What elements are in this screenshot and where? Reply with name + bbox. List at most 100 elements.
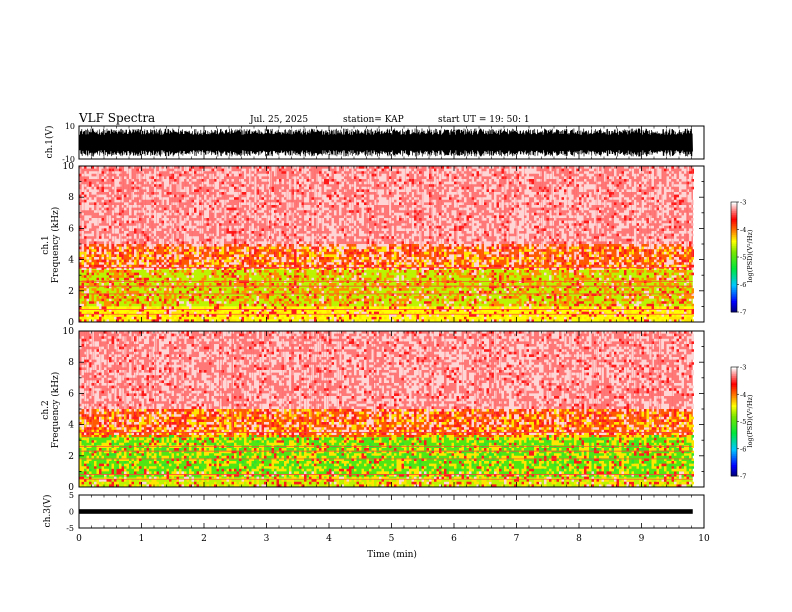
cb1-segment: [731, 224, 737, 227]
cb2-segment: [731, 459, 737, 462]
cb1-segment: [731, 240, 737, 243]
y-tick-label: 6: [68, 224, 74, 234]
cb2-segment: [731, 416, 737, 419]
cb2-segment: [731, 443, 737, 446]
y-tick-label: 0: [68, 318, 74, 328]
cb2-segment: [731, 376, 737, 379]
cb2-segment: [731, 374, 737, 377]
colorbar-tick-label: -6: [740, 281, 746, 289]
cb1-segment: [731, 235, 737, 238]
cb1-segment: [731, 238, 737, 241]
colorbar-tick-label: -6: [740, 445, 746, 453]
cb2-segment: [731, 470, 737, 473]
cb1-segment: [731, 222, 737, 225]
cb1-segment: [731, 299, 737, 302]
y-tick-label: 0: [69, 508, 74, 517]
cb2-segment: [731, 472, 737, 475]
ch2-spectrogram-panel: 0 2 4 6 8 10: [63, 327, 705, 493]
y-tick-label: 8: [68, 193, 74, 203]
cb1-segment: [731, 262, 737, 265]
cb1-segment: [731, 231, 737, 234]
cb2-segment: [731, 406, 737, 410]
cb1-segment: [731, 253, 737, 256]
cb1-segment: [731, 304, 737, 307]
cb2-segment: [731, 436, 737, 439]
cb2-segment: [731, 386, 737, 390]
cb2-segment: [731, 452, 737, 455]
cb2-segment: [731, 370, 737, 373]
cb2-segment: [731, 423, 737, 426]
cb1-segment: [731, 306, 737, 309]
cb1-segment: [731, 213, 737, 216]
cb1-segment: [731, 260, 737, 263]
x-tick-label: 9: [639, 534, 645, 544]
ch1-spectrogram-ylabel-channel: ch.1: [41, 235, 51, 254]
cb2-segment: [731, 397, 737, 401]
ch2-spectrogram-ylabel-channel: ch.2: [41, 400, 51, 419]
y-tick-label: -5: [66, 524, 74, 533]
y-tick-label: 6: [68, 389, 74, 399]
cb2-segment: [731, 439, 737, 442]
x-tick-label: 1: [139, 534, 145, 544]
ch2-spectrogram-texture-red: [79, 331, 694, 487]
cb2-segment: [731, 426, 737, 430]
cb2-segment: [731, 446, 737, 450]
cb1-segment: [731, 275, 737, 278]
cb2-segment: [731, 454, 737, 457]
colorbar-2-label: log(PSD)(V²/Hz): [746, 394, 754, 447]
cb1-segment: [731, 216, 737, 219]
cb2-segment: [731, 437, 737, 441]
colorbar-tick-label: -5: [740, 418, 746, 426]
station-label: station= KAP: [343, 115, 404, 125]
x-tick-label: 4: [326, 534, 332, 544]
colorbar-tick-label: -4: [740, 391, 746, 399]
x-tick-label: 6: [451, 534, 457, 544]
y-tick-label: 4: [68, 256, 74, 266]
cb1-segment: [731, 284, 737, 287]
cb1-segment: [731, 271, 737, 274]
cb2-segment: [731, 434, 737, 437]
ch1-spectrogram-panel: 0 2 4 6 8 10: [63, 162, 705, 328]
cb2-segment: [731, 421, 737, 424]
cb2-segment: [731, 377, 737, 381]
cb2-segment: [731, 408, 737, 411]
cb1-segment: [731, 291, 737, 295]
ch2-spectrogram-band: [79, 477, 693, 487]
cb1-segment: [731, 297, 737, 300]
start-time-label: start UT = 19: 50: 1: [438, 115, 530, 125]
colorbar-tick-label: -5: [740, 254, 746, 262]
colorbar-tick-label: -3: [740, 199, 746, 207]
ch1-spectrogram-sferic-streaks: [80, 166, 693, 276]
ch1-spectrogram-ylabel: Frequency (kHz): [50, 207, 61, 284]
cb2-segment: [731, 379, 737, 382]
y-tick-label: 2: [68, 452, 74, 462]
cb1-segment: [731, 295, 737, 298]
cb1-segment: [731, 308, 737, 311]
cb1-segment: [731, 246, 737, 249]
ch2-spectrogram-ylabel: Frequency (kHz): [50, 372, 61, 449]
x-tick-label: 10: [698, 534, 710, 544]
cb2-segment: [731, 401, 737, 404]
cb2-segment: [731, 412, 737, 415]
x-tick-label: 2: [201, 534, 207, 544]
ch1-waveform-panel: 10 -10: [62, 122, 705, 164]
cb2-segment: [731, 367, 737, 370]
ch1-spectrogram-texture-red: [79, 166, 694, 322]
cb2-segment: [731, 396, 737, 399]
ch1-waveform-ylabel: ch.1(V): [44, 126, 55, 159]
cb1-segment: [731, 214, 737, 218]
date-label: Jul. 25, 2025: [249, 115, 308, 125]
x-axis-label: Time (min): [367, 549, 417, 560]
cb1-segment: [731, 268, 737, 271]
colorbar-tick-label: -7: [740, 309, 746, 317]
cb1-segment: [731, 211, 737, 214]
cb1-segment: [731, 269, 737, 273]
x-tick-label: 0: [76, 534, 82, 544]
cb2-segment: [731, 399, 737, 402]
cb2-segment: [731, 428, 737, 431]
figure-title: VLF Spectra: [78, 111, 155, 125]
cb1-segment: [731, 301, 737, 304]
ch2-spectrogram-texture-green: [81, 435, 694, 472]
